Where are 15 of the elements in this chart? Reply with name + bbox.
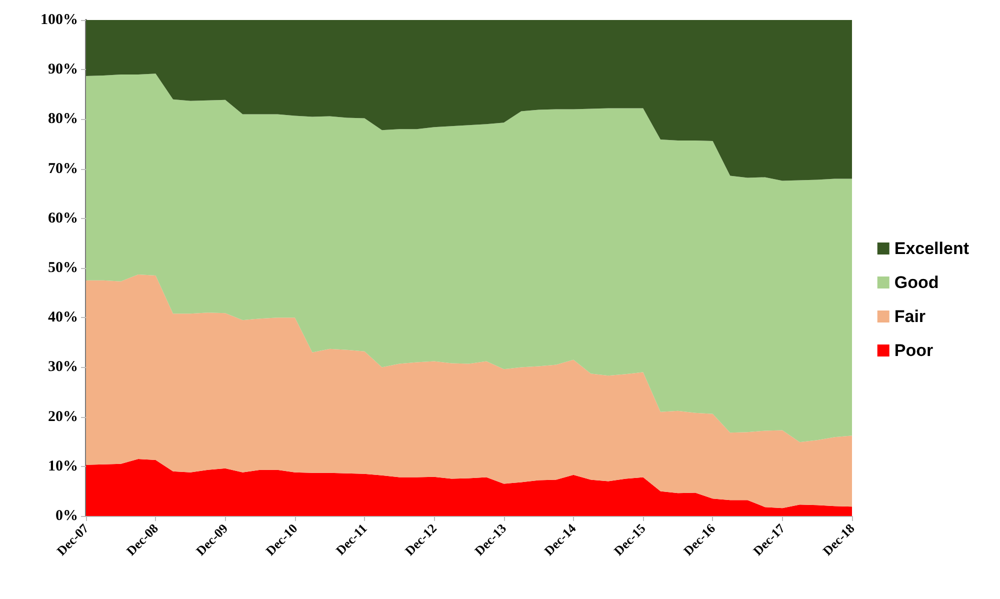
y-tick-label: 80% <box>48 111 78 128</box>
legend-label: Fair <box>894 307 926 326</box>
legend-label: Poor <box>894 341 934 360</box>
y-tick-label: 20% <box>48 408 78 425</box>
y-tick-label: 60% <box>48 210 78 226</box>
y-tick-label: 50% <box>48 260 78 276</box>
y-tick-label: 40% <box>48 310 78 326</box>
y-tick-label: 100% <box>40 12 78 28</box>
y-tick-label: 90% <box>48 62 78 78</box>
legend-label: Good <box>894 273 939 292</box>
y-tick-label: 0% <box>56 508 78 524</box>
legend-label: Excellent <box>894 239 970 258</box>
y-tick-label: 10% <box>48 458 78 474</box>
y-tick-label: 70% <box>48 160 78 177</box>
y-tick-label: 30% <box>48 359 78 376</box>
